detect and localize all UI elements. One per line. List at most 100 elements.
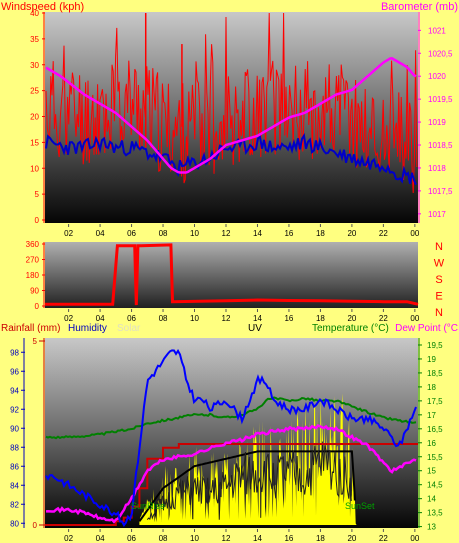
sunset-label: SunSet — [345, 501, 375, 511]
x-tick-label: 18 — [316, 229, 325, 238]
barometer-line — [45, 56, 417, 174]
left-axis-title: Windspeed (kph) — [1, 1, 84, 13]
x-tick-label: 14 — [253, 534, 262, 543]
x-tick-label: 02 — [64, 229, 73, 238]
wind-series-line — [45, 12, 418, 194]
x-tick-label: 10 — [190, 229, 199, 238]
left-tick-label: 0 — [35, 302, 40, 311]
humidity-axis-ticks: 80 82 84 86 88 90 92 94 96 98 — [10, 338, 25, 528]
wind-baro-chart: Windspeed (kph) Barometer (mb) 0 5 10 15 20 2… — [1, 1, 458, 238]
uv-line — [146, 441, 352, 521]
x-axis-ticks: 02 04 06 08 10 12 14 16 18 20 22 00 — [64, 309, 420, 323]
humidity-tick-label: 92 — [10, 405, 19, 414]
x-tick-label: 06 — [127, 229, 136, 238]
x-tick-label: 22 — [379, 534, 388, 543]
right-tick-label: 1021 — [428, 26, 446, 35]
rain-tick-label: 5 — [33, 337, 38, 346]
plot-area — [45, 242, 418, 308]
x-tick-label: 04 — [96, 229, 105, 238]
x-tick-label: 14 — [253, 229, 262, 238]
humidity-tick-label: 84 — [10, 481, 19, 490]
humidity-tick-label: 82 — [10, 500, 19, 509]
dewpoint-axis-title: Dew Point (°C — [395, 323, 458, 334]
temperature-axis-ticks: 13 13,5 14 14,5 15 15,5 16 16,5 17 17,5 18 18,5 19 19… — [418, 338, 443, 532]
x-tick-label: 00 — [410, 229, 419, 238]
humidity-tick-label: 90 — [10, 424, 19, 433]
right-tick-label: 1019 — [428, 118, 446, 127]
temperature-tick-label: 14,5 — [427, 481, 443, 490]
x-tick-label: 10 — [190, 534, 199, 543]
temperature-axis-title: Temperature (°C) — [312, 323, 389, 334]
x-tick-label: 08 — [159, 229, 168, 238]
humidity-tick-label: 96 — [10, 367, 19, 376]
temperature-tick-label: 15,5 — [427, 453, 443, 462]
wind-average-line — [45, 132, 417, 186]
left-tick-label: 270 — [26, 256, 40, 265]
right-tick-label: 1017,5 — [428, 187, 453, 196]
temperature-tick-label: 17,5 — [427, 397, 443, 406]
series-layer — [45, 12, 418, 194]
x-axis-ticks: 02 04 06 08 10 12 14 16 18 20 22 00 — [64, 224, 420, 238]
x-tick-label: 20 — [347, 534, 356, 543]
x-tick-label: 12 — [222, 229, 231, 238]
series-layer — [45, 348, 418, 528]
humidity-tick-label: 98 — [10, 348, 19, 357]
x-tick-label: 04 — [96, 534, 105, 543]
solar-axis-title: Solar — [117, 323, 141, 334]
compass-label: S — [435, 274, 442, 286]
wind-direction-line — [45, 243, 419, 306]
x-tick-label: 00 — [410, 534, 419, 543]
rain-tick-label: 0 — [33, 521, 38, 530]
x-tick-label: 20 — [347, 229, 356, 238]
temperature-tick-label: 13,5 — [427, 509, 443, 518]
x-tick-label: 00 — [410, 314, 419, 323]
temperature-tick-label: 16,5 — [427, 425, 443, 434]
series-layer — [45, 243, 419, 306]
left-tick-label: 10 — [30, 164, 39, 173]
x-axis-ticks: 02 04 06 08 10 12 14 16 18 20 22 00 — [64, 529, 420, 543]
left-axis-ticks: 0 90 180 270 360 — [26, 240, 45, 311]
x-tick-label: 02 — [64, 534, 73, 543]
right-axis-title: Barometer (mb) — [381, 1, 458, 13]
humidity-axis-title: Humidity — [68, 323, 107, 334]
x-tick-label: 16 — [284, 229, 293, 238]
x-tick-label: 16 — [284, 314, 293, 323]
dewpoint-line — [45, 424, 417, 524]
left-tick-label: 90 — [30, 287, 39, 296]
temperature-tick-label: 19,5 — [427, 341, 443, 350]
right-tick-label: 1019,5 — [428, 95, 453, 104]
x-tick-label: 08 — [159, 534, 168, 543]
left-tick-label: 35 — [30, 35, 39, 44]
x-tick-label: 06 — [127, 534, 136, 543]
temperature-tick-label: 15 — [427, 467, 436, 476]
x-tick-label: 12 — [222, 314, 231, 323]
x-tick-label: 22 — [379, 229, 388, 238]
temperature-tick-label: 16 — [427, 439, 436, 448]
temperature-tick-label: 18 — [427, 383, 436, 392]
x-tick-label: 20 — [347, 314, 356, 323]
left-tick-label: 30 — [30, 61, 39, 70]
uv-axis-title: UV — [248, 323, 262, 334]
compass-label: N — [435, 241, 443, 253]
temperature-tick-label: 14 — [427, 495, 436, 504]
left-axis-ticks: 0 5 10 15 20 25 30 35 40 — [30, 9, 45, 225]
x-tick-label: 18 — [316, 314, 325, 323]
right-tick-label: 1020 — [428, 72, 446, 81]
x-tick-label: 22 — [379, 314, 388, 323]
right-axis-ticks: 1017 1017,5 1018 1018,5 1019 1019,5 1020 1020,5… — [418, 12, 453, 223]
humidity-tick-label: 88 — [10, 443, 19, 452]
left-tick-label: 15 — [30, 138, 39, 147]
left-tick-label: 360 — [26, 240, 40, 249]
right-tick-label: 1020,5 — [428, 49, 453, 58]
humidity-line — [45, 348, 417, 528]
x-tick-label: 16 — [284, 534, 293, 543]
x-tick-label: 14 — [253, 314, 262, 323]
x-tick-label: 08 — [159, 314, 168, 323]
rainfall-axis-title: Rainfall (mm) — [1, 323, 60, 334]
x-tick-label: 12 — [222, 534, 231, 543]
compass-label: E — [435, 291, 442, 303]
temperature-tick-label: 19 — [427, 355, 436, 364]
